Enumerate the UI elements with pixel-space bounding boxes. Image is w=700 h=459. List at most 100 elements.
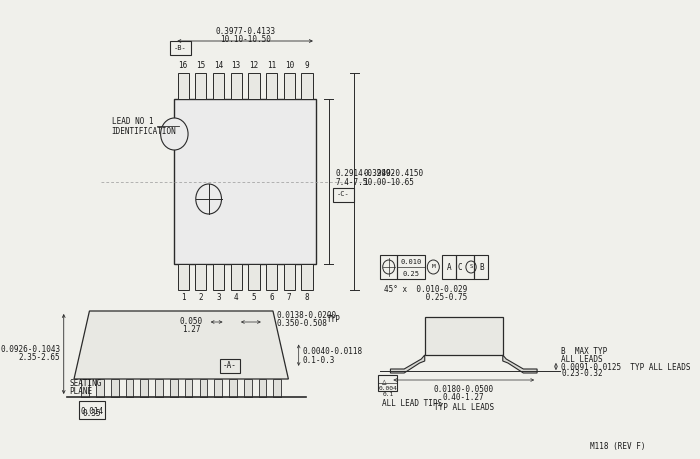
Bar <box>195 73 206 99</box>
Text: 1.27: 1.27 <box>182 325 201 335</box>
Bar <box>185 379 193 397</box>
Bar <box>380 255 398 279</box>
Bar <box>379 375 398 391</box>
Bar <box>178 264 189 290</box>
Text: 0.350-0.508: 0.350-0.508 <box>276 319 328 328</box>
Text: 16: 16 <box>178 61 188 69</box>
Text: 8: 8 <box>304 293 309 302</box>
Text: 0.050: 0.050 <box>180 318 203 326</box>
Bar <box>141 379 148 397</box>
Text: 13: 13 <box>232 61 241 69</box>
Bar <box>125 379 133 397</box>
Text: ALL LEADS: ALL LEADS <box>561 354 603 364</box>
Text: 0.25: 0.25 <box>402 271 419 277</box>
Text: 0.1-0.3: 0.1-0.3 <box>303 356 335 365</box>
Bar <box>302 264 313 290</box>
Bar <box>425 317 503 355</box>
Text: 0.1: 0.1 <box>382 392 393 397</box>
Bar <box>244 379 251 397</box>
Text: △: △ <box>382 376 387 386</box>
Text: 6: 6 <box>270 293 274 302</box>
Text: 10: 10 <box>285 61 294 69</box>
Bar <box>258 379 266 397</box>
Bar <box>170 41 192 55</box>
Text: B: B <box>479 263 484 272</box>
Bar <box>398 255 425 279</box>
Polygon shape <box>503 355 537 373</box>
Bar <box>248 264 260 290</box>
Bar <box>220 359 240 373</box>
Text: 9: 9 <box>304 61 309 69</box>
Text: -B-: -B- <box>174 45 187 51</box>
Text: 4: 4 <box>234 293 239 302</box>
Text: 5: 5 <box>251 293 256 302</box>
Text: 0.23-0.32: 0.23-0.32 <box>561 369 603 379</box>
Text: -C-: -C- <box>337 191 350 197</box>
Text: M118 (REV F): M118 (REV F) <box>591 442 646 452</box>
Bar <box>231 264 241 290</box>
Text: 2: 2 <box>199 293 203 302</box>
Text: 0.010: 0.010 <box>400 259 421 265</box>
Bar <box>111 379 118 397</box>
Text: S: S <box>470 264 473 269</box>
Text: 0.0091-0.0125  TYP ALL LEADS: 0.0091-0.0125 TYP ALL LEADS <box>561 363 691 371</box>
Polygon shape <box>391 355 425 373</box>
Bar <box>442 255 456 279</box>
Bar <box>174 99 316 264</box>
Bar <box>199 379 207 397</box>
Text: M: M <box>431 264 435 269</box>
Bar <box>302 73 313 99</box>
Bar <box>214 379 222 397</box>
Text: 0.3977-0.4133: 0.3977-0.4133 <box>215 28 275 37</box>
Text: PLANE: PLANE <box>70 387 93 397</box>
Text: 10.10-10.50: 10.10-10.50 <box>220 35 270 45</box>
Text: 1: 1 <box>181 293 186 302</box>
Bar <box>266 73 277 99</box>
Text: 0.3940-0.4150: 0.3940-0.4150 <box>363 169 423 178</box>
Text: 3: 3 <box>216 293 221 302</box>
Text: 0.004: 0.004 <box>379 386 397 391</box>
Text: 0.35: 0.35 <box>83 409 102 419</box>
Bar <box>213 73 224 99</box>
Text: 14: 14 <box>214 61 223 69</box>
Bar <box>79 401 105 419</box>
Text: IDENTIFICATION: IDENTIFICATION <box>112 128 176 136</box>
Text: 12: 12 <box>249 61 258 69</box>
Bar <box>178 73 189 99</box>
Bar <box>456 255 475 279</box>
Text: 0.2914-0.2992: 0.2914-0.2992 <box>335 169 396 178</box>
Text: 0.0138-0.0200: 0.0138-0.0200 <box>276 310 337 319</box>
Text: -A-: -A- <box>223 362 237 370</box>
Bar <box>213 264 224 290</box>
Bar <box>155 379 163 397</box>
Bar <box>195 264 206 290</box>
Text: 15: 15 <box>196 61 206 69</box>
Text: A: A <box>447 263 451 272</box>
Text: B  MAX TYP: B MAX TYP <box>561 347 608 356</box>
Text: 0.0926-0.1043: 0.0926-0.1043 <box>0 345 60 353</box>
Text: TYP ALL LEADS: TYP ALL LEADS <box>434 403 494 412</box>
Bar <box>229 379 237 397</box>
Circle shape <box>160 118 188 150</box>
Text: 0.0040-0.0118: 0.0040-0.0118 <box>303 347 363 356</box>
Text: 7.4-7.5: 7.4-7.5 <box>335 178 368 187</box>
Bar <box>231 73 241 99</box>
Bar <box>475 255 488 279</box>
Bar <box>177 312 206 332</box>
Text: 11: 11 <box>267 61 276 69</box>
Text: SEATING: SEATING <box>70 379 102 387</box>
Bar <box>248 73 260 99</box>
Bar <box>284 73 295 99</box>
Text: 7: 7 <box>287 293 292 302</box>
Polygon shape <box>74 311 288 379</box>
Bar <box>96 379 104 397</box>
Bar <box>170 379 178 397</box>
Text: 10.00-10.65: 10.00-10.65 <box>363 178 414 187</box>
Text: 0.014: 0.014 <box>80 407 104 415</box>
Bar <box>81 379 89 397</box>
Bar <box>266 264 277 290</box>
Text: ALL LEAD TIPS: ALL LEAD TIPS <box>382 398 442 408</box>
Text: 2.35-2.65: 2.35-2.65 <box>19 353 60 363</box>
Bar <box>274 379 281 397</box>
Text: 45° x  0.010-0.029: 45° x 0.010-0.029 <box>384 285 468 293</box>
